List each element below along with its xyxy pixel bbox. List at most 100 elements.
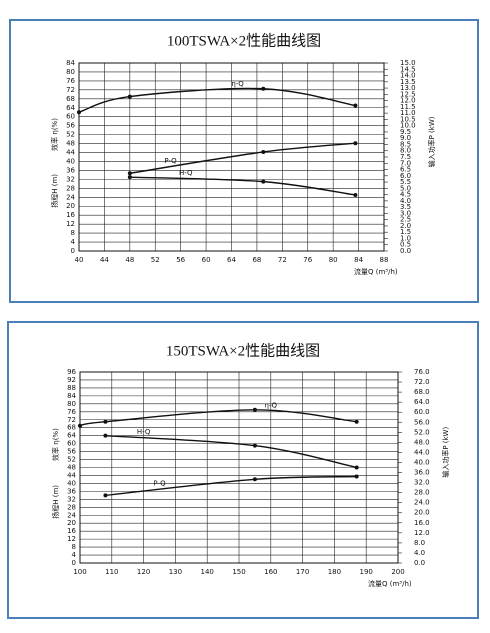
data-point [353,141,358,146]
y2-tick-label: 0.0 [414,559,425,567]
y-tick-label: 20 [67,519,76,527]
y2-tick-label: 12.5 [400,90,416,98]
data-point [261,149,266,154]
x-tick-label: 110 [105,568,118,576]
y-tick-label: 32 [67,495,76,503]
x-tick-label: 120 [137,568,150,576]
x-tick-label: 170 [296,568,309,576]
y-tick-label: 72 [66,86,75,94]
y2-tick-label: 0.5 [400,241,411,249]
y-tick-label: 40 [67,479,76,487]
y-tick-label: 84 [67,392,76,400]
series-label: η-Q [231,80,244,88]
series-label: H-Q [179,169,193,177]
y-tick-label: 36 [66,166,75,174]
y2-tick-label: 60.0 [414,408,430,416]
y2-tick-label: 52.0 [414,428,430,436]
y-tick-label: 68 [66,95,75,103]
y2-tick-label: 48.0 [414,438,430,446]
y-tick-label: 48 [67,464,76,472]
x-tick-label: 48 [125,256,134,264]
series-label: H-Q [137,428,151,436]
y-tick-label: 12 [66,220,75,228]
y2-tick-label: 11.5 [400,103,416,111]
y-tick-label: 48 [66,140,75,148]
y-tick-label: 16 [67,527,76,535]
y-tick-label: 64 [67,432,76,440]
y-tick-label: 4 [71,238,76,246]
data-point [252,477,257,482]
x-tick-label: 68 [252,256,261,264]
x-tick-label: 180 [328,568,341,576]
y2-tick-label: 0.0 [400,247,411,255]
y-tick-label: 28 [67,503,76,511]
series-label: P-Q [164,157,177,165]
y2-tick-label: 6.5 [400,166,411,174]
y2-tick-label: 64.0 [414,398,430,406]
series-label: P-Q [153,480,166,488]
x-tick-label: 150 [232,568,245,576]
y-tick-label: 24 [67,511,76,519]
y-tick-label: 52 [66,131,75,139]
y-tick-label: 76 [67,408,76,416]
y2-tick-label: 11.0 [400,109,416,117]
data-point [353,103,358,108]
data-point [127,94,132,99]
x-tick-label: 44 [100,256,109,264]
y2-tick-label: 2.0 [400,222,411,230]
x-tick-label: 84 [354,256,363,264]
y-tick-label: 16 [66,211,75,219]
data-point [261,179,266,184]
y2-tick-label: 1.0 [400,234,411,242]
y-tick-label: 68 [67,424,76,432]
series-label: η-Q [265,402,278,410]
x-tick-label: 52 [151,256,160,264]
y2-tick-label: 4.0 [400,197,411,205]
y2-tick-label: 8.0 [400,147,411,155]
y2-tick-label: 36.0 [414,469,430,477]
y2-tick-label: 8.5 [400,140,411,148]
x-tick-label: 80 [329,256,338,264]
x-tick-label: 60 [202,256,211,264]
data-point [103,493,108,498]
y2-tick-label: 12.0 [400,97,416,105]
data-point [127,171,132,176]
x-tick-label: 140 [201,568,214,576]
y-axis-label: 扬程H (m) [50,174,59,208]
y2-tick-label: 10.5 [400,115,416,123]
data-point [127,175,132,180]
chart-title: 150TSWA×2性能曲线图 [166,342,320,359]
y2-tick-label: 28.0 [414,489,430,497]
y-tick-label: 84 [66,59,75,67]
y2-tick-label: 14.0 [400,72,416,80]
y-tick-label: 96 [67,368,76,376]
data-point [261,86,266,91]
y2-tick-label: 56.0 [414,418,430,426]
y-tick-label: 20 [66,202,75,210]
data-point [252,443,257,448]
y-tick-label: 0 [72,559,76,567]
y-axis-label: 效率 η(%) [50,118,59,151]
y2-tick-label: 2.5 [400,216,411,224]
y2-tick-label: 20.0 [414,509,430,517]
x-tick-label: 190 [360,568,373,576]
y2-axis-label: 输入功率P (kW) [441,427,450,478]
y-tick-label: 60 [66,113,75,121]
x-tick-label: 100 [73,568,86,576]
curve [78,87,356,113]
y-tick-label: 40 [66,157,75,165]
data-point [103,419,108,424]
y-tick-label: 4 [72,551,77,559]
y2-tick-label: 15.0 [400,59,416,67]
y-tick-label: 44 [66,149,75,157]
data-point [354,465,359,470]
data-point [252,407,257,412]
y-tick-label: 80 [67,400,76,408]
y-tick-label: 80 [66,68,75,76]
y2-tick-label: 76.0 [414,368,430,376]
y2-tick-label: 7.0 [400,159,411,167]
y2-tick-label: 4.0 [414,549,425,557]
